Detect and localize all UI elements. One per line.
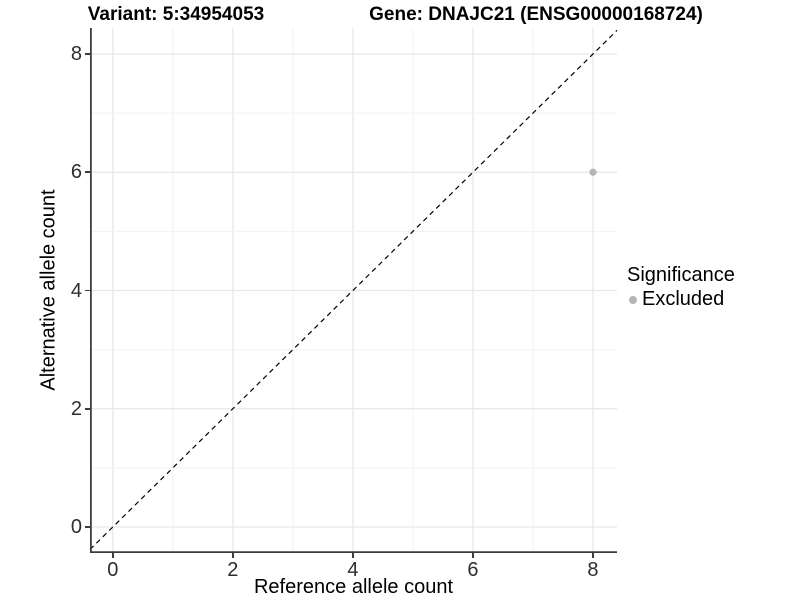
x-tick-mark: [592, 553, 594, 558]
y-tick-label: 6: [70, 161, 82, 184]
y-tick-label: 2: [70, 397, 82, 420]
x-tick-label: 0: [107, 559, 119, 581]
x-tick-label: 8: [587, 559, 599, 581]
x-tick-mark: [111, 553, 114, 558]
plot-canvas: [89, 28, 618, 553]
legend-item-excluded: Excluded: [627, 288, 735, 311]
y-tick-label: 0: [70, 515, 82, 538]
y-tick-mark: [85, 526, 90, 528]
y-tick-mark: [85, 171, 90, 174]
y-tick-mark: [85, 289, 90, 292]
x-tick-label: 6: [467, 559, 479, 581]
plot-title-gene: Gene: DNAJC21 (ENSG00000168724): [369, 4, 703, 25]
identity-reference-line: [89, 29, 618, 550]
x-axis-title: Reference allele count: [253, 576, 453, 598]
y-tick-label: 4: [70, 279, 82, 302]
legend-item-label: Excluded: [642, 288, 725, 310]
x-tick-mark: [472, 553, 474, 558]
x-tick-label: 4: [347, 559, 359, 581]
data-point: [589, 168, 597, 176]
legend: Significance Excluded: [627, 264, 735, 311]
plot-panel: [89, 28, 618, 553]
y-tick-label: 8: [70, 43, 82, 65]
x-tick-label: 2: [227, 559, 239, 581]
legend-title: Significance: [627, 264, 735, 286]
y-tick-mark: [85, 407, 90, 410]
x-tick-mark: [231, 553, 234, 558]
legend-point-icon: [629, 295, 637, 304]
plot-title-variant: Variant: 5:34954053: [87, 4, 265, 25]
y-tick-mark: [85, 53, 90, 55]
x-tick-mark: [351, 553, 354, 558]
